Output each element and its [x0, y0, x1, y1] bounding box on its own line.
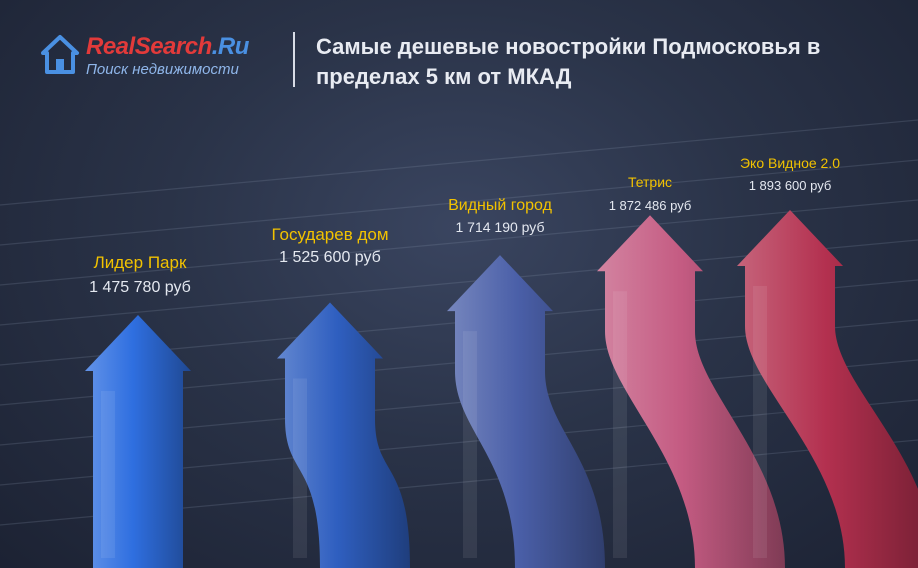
header-divider	[293, 32, 295, 87]
value-label: 1 714 190 руб	[456, 219, 545, 235]
value-label: 1 872 486 руб	[609, 198, 692, 213]
arrow-bar-highlight	[613, 291, 627, 558]
arrow-bar-highlight	[101, 391, 115, 558]
category-label: Лидер Парк	[94, 253, 187, 272]
chart-title: Самые дешевые новостройки Подмосковья в …	[316, 34, 821, 89]
category-label: Тетрис	[628, 174, 672, 190]
value-label: 1 525 600 руб	[279, 249, 381, 266]
logo-name-part2: .Ru	[211, 33, 250, 60]
arrow-bar	[737, 210, 918, 568]
value-label: 1 893 600 руб	[749, 178, 832, 193]
arrow-bar	[85, 315, 191, 568]
arrow-bar	[597, 215, 785, 568]
arrow-bar-highlight	[293, 378, 307, 558]
grid-line	[0, 159, 918, 246]
header: RealSearch.Ru Поиск недвижимости Самые д…	[0, 0, 918, 100]
arrow-bar-highlight	[463, 331, 477, 558]
logo-name[interactable]: RealSearch.Ru	[86, 33, 249, 61]
logo-name-part1: RealSearch	[86, 33, 212, 60]
arrow-bar	[277, 302, 410, 568]
arrow-bar-shape	[277, 302, 410, 568]
arrow-bar-shape	[85, 315, 191, 568]
house-icon	[41, 35, 79, 74]
category-label: Эко Видное 2.0	[740, 155, 840, 171]
grid-line	[0, 199, 918, 286]
category-label: Государев дом	[271, 225, 388, 244]
arrow-bar-shape	[597, 215, 785, 568]
logo-tagline: Поиск недвижимости	[86, 61, 239, 78]
arrow-bar-highlight	[753, 286, 767, 558]
category-label: Видный город	[448, 197, 552, 214]
grid-line	[0, 119, 918, 206]
value-label: 1 475 780 руб	[89, 279, 191, 296]
arrow-bar	[447, 255, 605, 568]
arrow-bar-shape	[447, 255, 605, 568]
arrow-bar-shape	[737, 210, 918, 568]
